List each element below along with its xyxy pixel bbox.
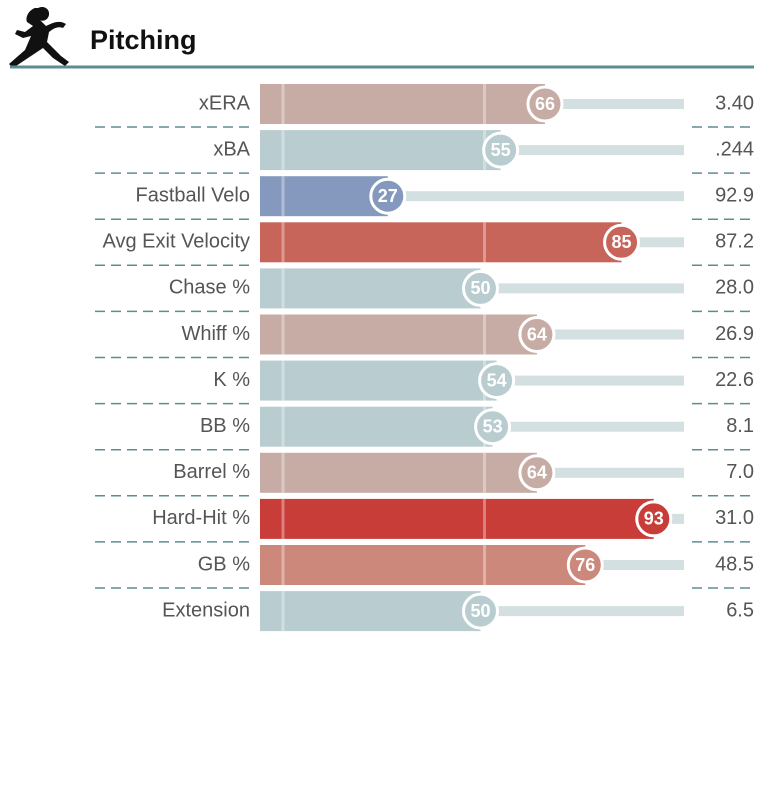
percentile-dot [518, 316, 556, 353]
metric-label: GB % [198, 553, 250, 575]
bar [260, 591, 481, 632]
bar [260, 84, 545, 124]
track [480, 283, 684, 294]
percentile-dot [482, 131, 520, 169]
bar [260, 268, 481, 309]
stat-value: 26.9 [715, 323, 754, 345]
stat-value: 31.0 [715, 507, 754, 529]
percentile-label: 64 [527, 324, 547, 344]
track [621, 237, 684, 248]
metric-label: BB % [200, 415, 250, 437]
percentile-label: 54 [487, 370, 507, 390]
percentile-label: 93 [644, 509, 664, 529]
stat-value: .244 [715, 138, 754, 160]
bar [260, 406, 493, 447]
percentile-dot [462, 269, 499, 307]
track [480, 606, 684, 617]
stat-value: 8.1 [726, 415, 754, 437]
metric-label: K % [213, 369, 250, 391]
percentile-dot [478, 362, 516, 400]
track [536, 329, 684, 340]
percentile-dot [369, 177, 407, 215]
bar [260, 545, 586, 585]
track [387, 191, 684, 202]
percentile-dot [474, 408, 512, 446]
track [536, 467, 684, 478]
percentile-label: 50 [470, 278, 490, 298]
metric-label: Barrel % [173, 461, 250, 483]
stat-value: 6.5 [726, 599, 754, 621]
chart-title: Pitching [90, 25, 197, 55]
bar [260, 222, 622, 263]
bar [260, 314, 537, 355]
metric-label: xBA [213, 138, 250, 160]
track [585, 560, 684, 570]
stat-value: 22.6 [715, 369, 754, 391]
percentile-label: 76 [575, 555, 595, 575]
metric-label: Hard-Hit % [152, 507, 250, 529]
percentile-dot [526, 85, 564, 123]
stat-value: 92.9 [715, 184, 754, 206]
percentile-dot [462, 592, 499, 630]
percentile-dot [566, 546, 604, 584]
track [544, 99, 684, 109]
bar [260, 130, 501, 171]
track [496, 375, 684, 386]
metric-label: Chase % [169, 277, 250, 299]
percentile-label: 64 [527, 463, 547, 483]
metric-label: Whiff % [181, 323, 250, 345]
percentile-label: 66 [535, 94, 555, 114]
percentile-label: 55 [491, 140, 511, 160]
stat-value: 28.0 [715, 277, 754, 299]
percentile-label: 85 [612, 232, 632, 252]
percentile-label: 50 [470, 601, 490, 621]
percentile-label: 27 [378, 186, 398, 206]
metric-label: xERA [199, 92, 251, 114]
pitcher-icon [9, 6, 69, 68]
percentile-dot [635, 500, 673, 538]
stat-value: 48.5 [715, 553, 754, 575]
metric-label: Avg Exit Velocity [103, 231, 250, 253]
bar [260, 498, 654, 539]
bar [260, 176, 388, 217]
stat-value: 7.0 [726, 461, 754, 483]
track [500, 145, 684, 156]
stat-value: 87.2 [715, 231, 754, 253]
percentile-dot [603, 223, 641, 261]
bar [260, 452, 537, 493]
stat-value: 3.40 [715, 92, 754, 114]
metric-label: Fastball Velo [135, 184, 250, 206]
percentile-dot [518, 454, 556, 492]
percentile-label: 53 [483, 416, 503, 436]
track [492, 421, 684, 432]
bar [260, 360, 497, 401]
metric-label: Extension [162, 599, 250, 621]
